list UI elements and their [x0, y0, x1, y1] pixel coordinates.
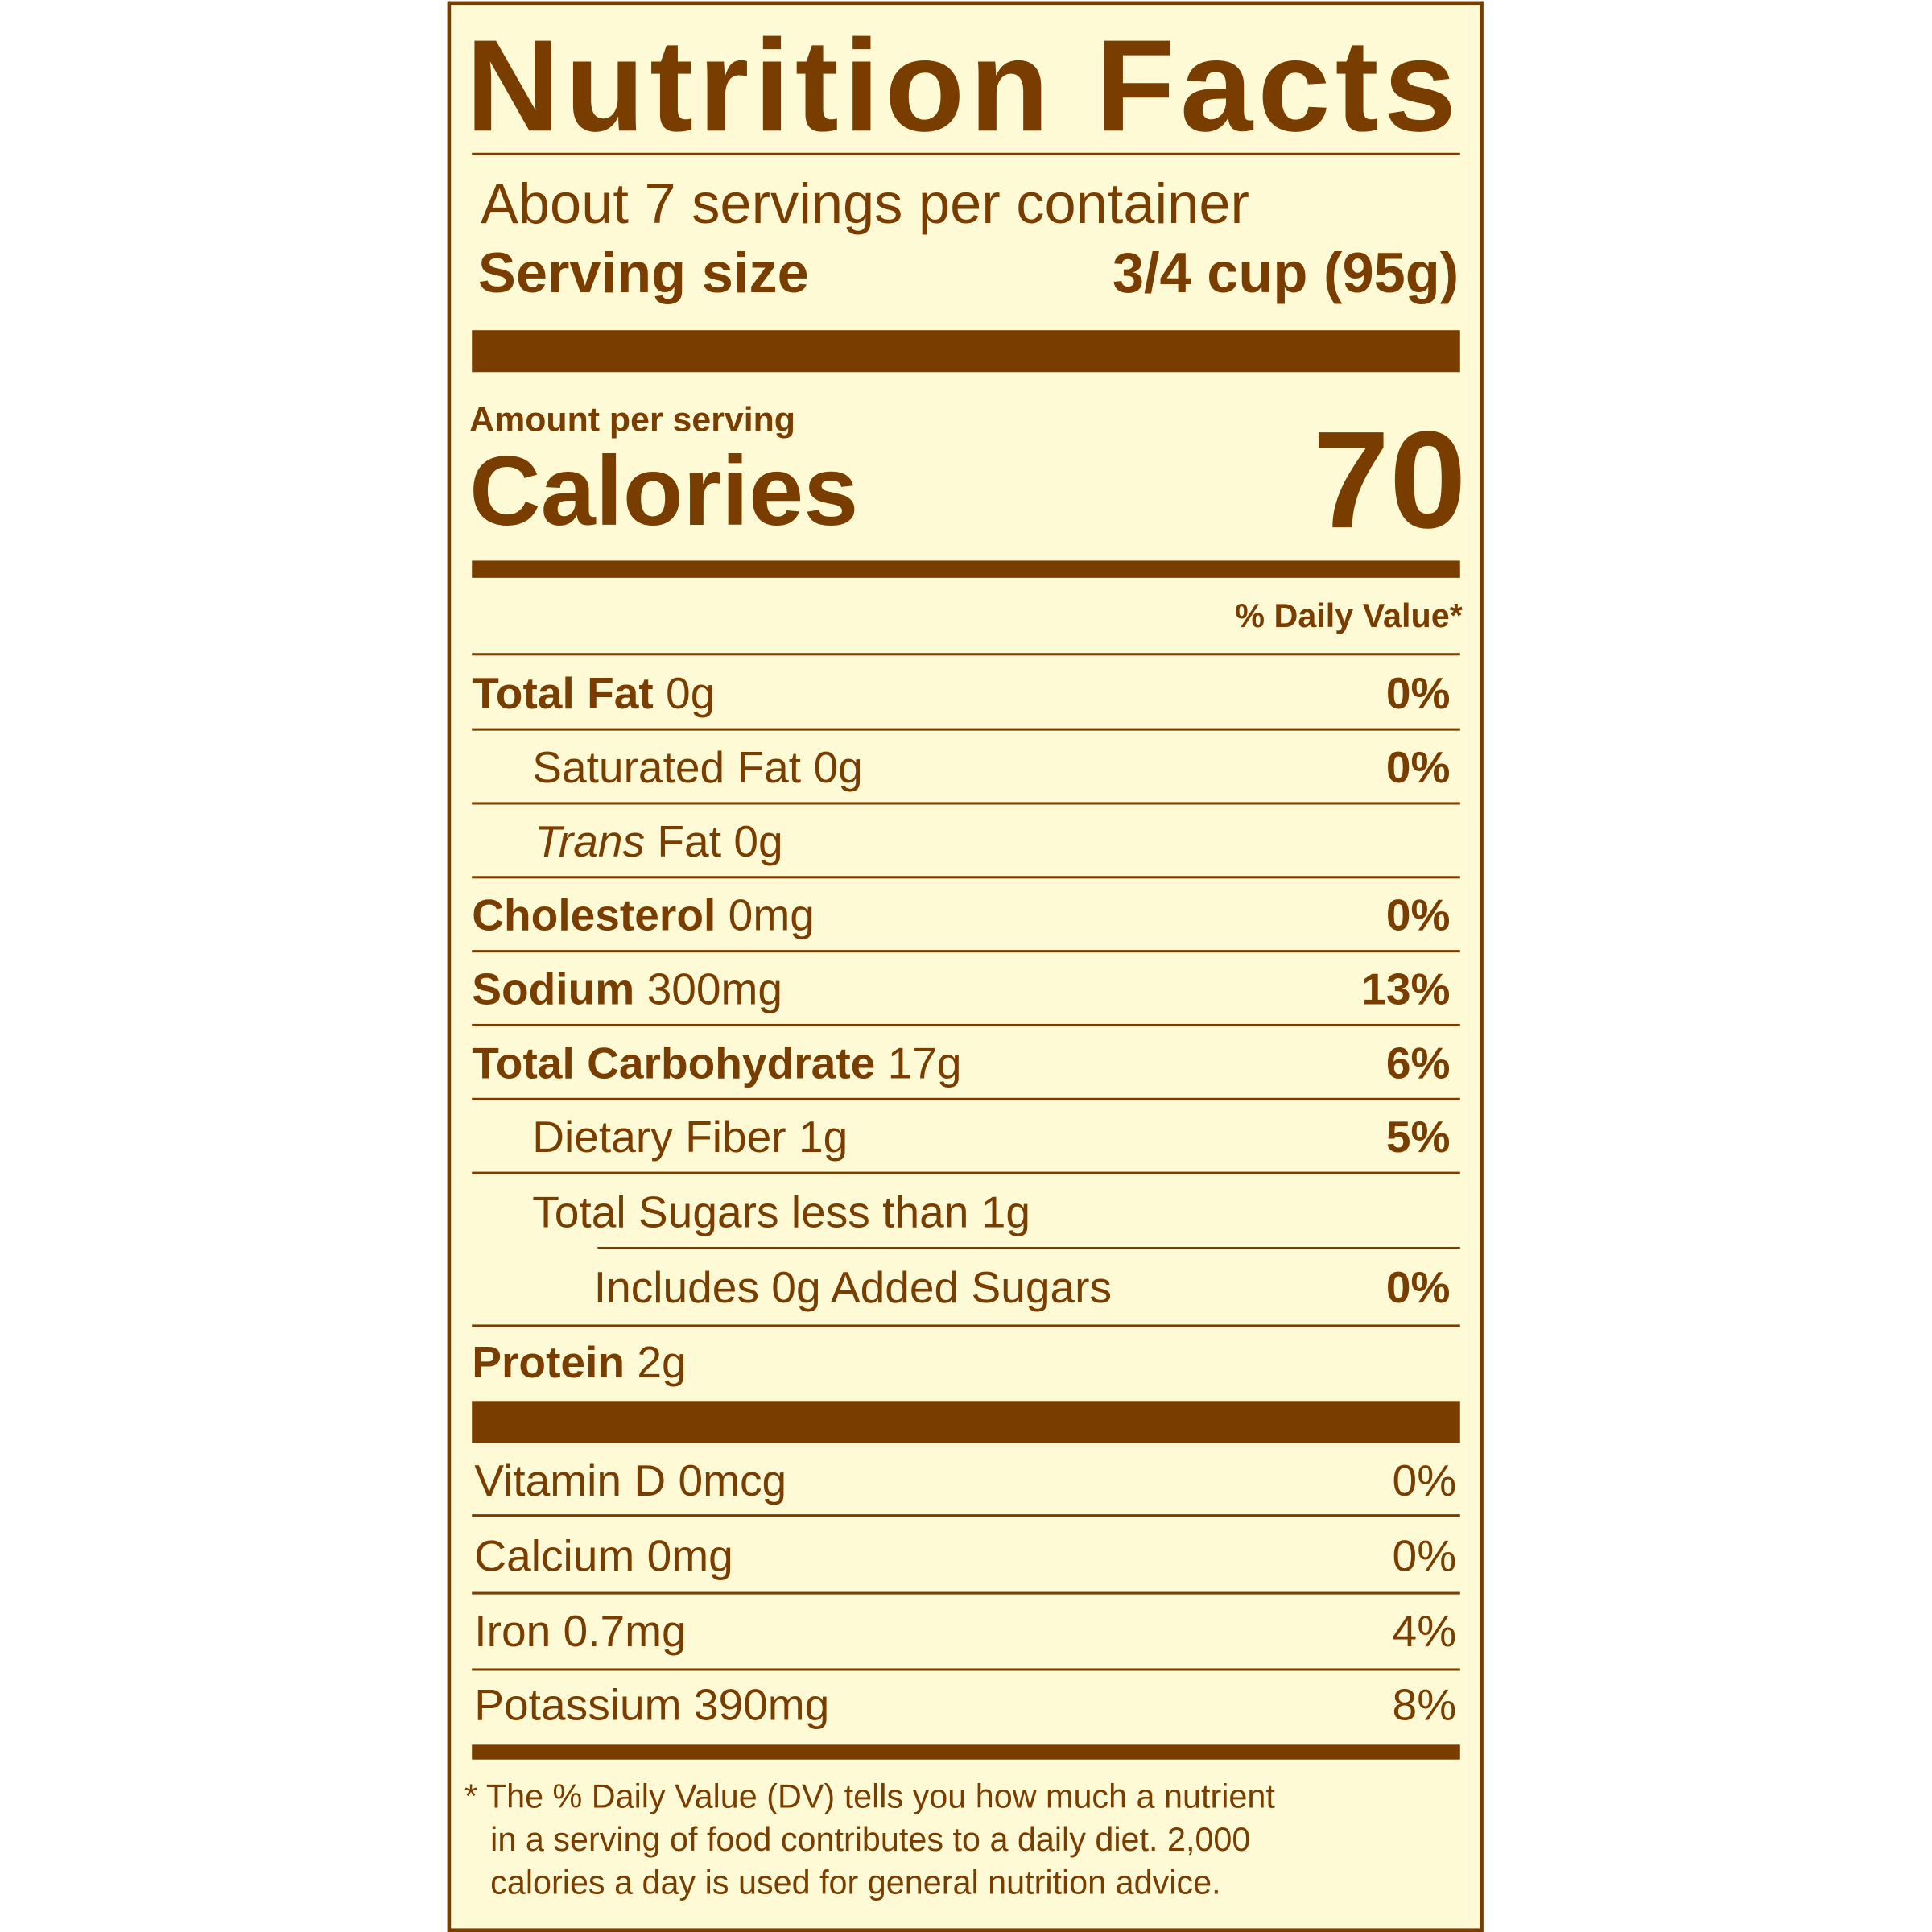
- divider: [472, 1171, 1460, 1174]
- nutrient-name: Fat: [657, 815, 722, 867]
- vitamin-dv: 8%: [1392, 1679, 1457, 1730]
- divider: [472, 728, 1460, 731]
- nutrient-row-cholesterol: Cholesterol 0mg 0%: [472, 878, 1460, 952]
- nutrient-name: Dietary Fiber: [532, 1111, 786, 1162]
- medium-divider: [472, 1744, 1460, 1760]
- nutrient-row-protein: Protein 2g: [472, 1326, 1460, 1400]
- nutrient-dv: 0%: [1385, 741, 1451, 793]
- nutrient-amount: 2g: [637, 1336, 687, 1388]
- nutrient-name: Total Carbohydrate: [472, 1037, 876, 1088]
- vitamin-dv: 0%: [1392, 1530, 1457, 1581]
- calories-value: 70: [1312, 402, 1467, 557]
- vitamin-dv: 0%: [1392, 1455, 1457, 1506]
- vitamin-text: Iron 0.7mg: [474, 1605, 687, 1657]
- nutrient-name: Cholesterol: [472, 890, 716, 940]
- divider: [472, 1514, 1460, 1517]
- calories-label: Calories: [469, 436, 859, 547]
- nutrient-text: Includes 0g Added Sugars: [593, 1261, 1113, 1313]
- nutrient-amount: less than 1g: [791, 1186, 1030, 1237]
- nutrient-dv: 5%: [1385, 1111, 1451, 1162]
- footnote-line: in a serving of food contributes to a da…: [490, 1821, 1251, 1859]
- vitamin-row-iron: Iron 0.7mg 4%: [472, 1595, 1460, 1669]
- serving-size-label: Serving size: [477, 240, 809, 305]
- nutrient-name: Sodium: [472, 963, 635, 1014]
- nutrient-row-total-fat: Total Fat 0g 0%: [472, 657, 1460, 731]
- divider: [472, 152, 1460, 155]
- nutrient-amount: 0g: [666, 667, 716, 719]
- servings-per-container: About 7 servings per container: [480, 171, 1249, 236]
- nutrition-facts-panel: [447, 1, 1484, 1932]
- vitamin-text: Calcium 0mg: [474, 1530, 733, 1581]
- thick-divider: [472, 330, 1460, 373]
- vitamin-row-vitamin-d: Vitamin D 0mcg 0%: [472, 1444, 1460, 1518]
- nutrient-dv: 0%: [1385, 1261, 1451, 1313]
- nutrient-row-total-sugars: Total Sugars less than 1g: [472, 1175, 1460, 1249]
- nutrient-dv: 6%: [1385, 1037, 1451, 1088]
- divider: [472, 1591, 1460, 1595]
- nutrient-dv: 13%: [1361, 963, 1451, 1014]
- amount-per-serving: Amount per serving: [469, 400, 795, 439]
- footnote-line: calories a day is used for general nutri…: [490, 1864, 1221, 1901]
- vitamin-row-potassium: Potassium 390mg 8%: [472, 1668, 1460, 1742]
- nutrient-row-trans-fat: Trans Fat 0g: [472, 804, 1460, 878]
- nutrient-name: Saturated Fat: [532, 741, 802, 793]
- nutrient-row-added-sugars: Includes 0g Added Sugars 0%: [472, 1251, 1460, 1325]
- thick-divider: [472, 1401, 1460, 1443]
- nutrient-amount: 300mg: [646, 963, 783, 1014]
- nutrient-row-sodium: Sodium 300mg 13%: [472, 952, 1460, 1026]
- nutrient-amount: 0g: [733, 815, 783, 867]
- divider: [472, 653, 1460, 656]
- nutrient-amount: 17g: [887, 1037, 962, 1088]
- vitamin-dv: 4%: [1392, 1605, 1457, 1657]
- divider: [472, 802, 1460, 805]
- nutrient-name-italic: Trans: [535, 815, 646, 867]
- daily-value-header: % Daily Value*: [1235, 597, 1463, 635]
- divider: [472, 876, 1460, 879]
- footnote-line: * The % Daily Value (DV) tells you how m…: [464, 1777, 1275, 1815]
- nutrient-dv: 0%: [1385, 890, 1451, 940]
- vitamin-text: Vitamin D 0mcg: [474, 1455, 787, 1506]
- nutrient-row-dietary-fiber: Dietary Fiber 1g 5%: [472, 1100, 1460, 1174]
- divider: [472, 1097, 1460, 1100]
- divider: [472, 1668, 1460, 1671]
- nutrient-amount: 0g: [813, 741, 863, 793]
- vitamin-text: Potassium 390mg: [474, 1679, 830, 1730]
- vitamin-row-calcium: Calcium 0mg 0%: [472, 1519, 1460, 1593]
- medium-divider: [472, 560, 1460, 578]
- divider: [472, 950, 1460, 953]
- label-title: Nutrition Facts: [465, 13, 1462, 159]
- nutrient-dv: 0%: [1385, 667, 1451, 719]
- nutrient-name: Total Sugars: [532, 1186, 779, 1237]
- divider: [597, 1246, 1460, 1250]
- serving-size-value: 3/4 cup (95g): [1112, 240, 1459, 305]
- nutrient-name: Protein: [472, 1336, 625, 1388]
- nutrient-row-saturated-fat: Saturated Fat 0g 0%: [472, 731, 1460, 805]
- divider: [472, 1324, 1460, 1327]
- divider: [472, 1023, 1460, 1026]
- nutrient-row-total-carbohydrate: Total Carbohydrate 17g 6%: [472, 1026, 1460, 1100]
- nutrient-amount: 0mg: [728, 890, 815, 940]
- nutrient-name: Total Fat: [472, 667, 654, 719]
- nutrient-amount: 1g: [798, 1111, 848, 1162]
